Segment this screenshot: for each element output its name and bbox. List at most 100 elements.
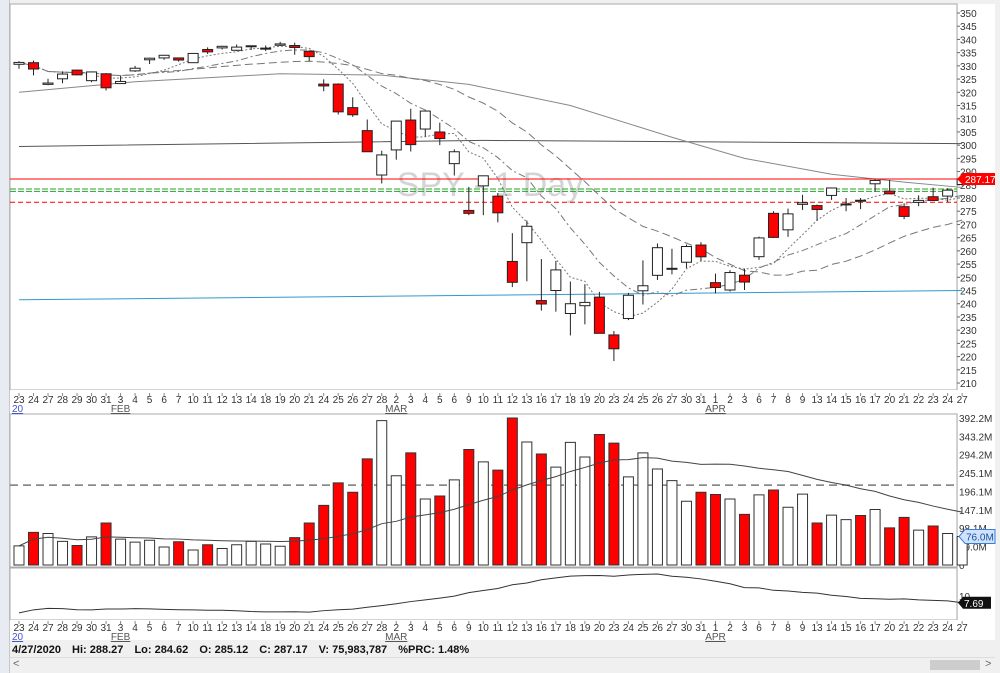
candle-body bbox=[521, 225, 533, 244]
date-axis-label: 23 bbox=[13, 395, 25, 406]
date-axis-label: 24 bbox=[28, 395, 40, 406]
candle-body bbox=[463, 209, 475, 214]
status-low: Lo: 284.62 bbox=[134, 644, 189, 656]
candle-body bbox=[651, 247, 663, 276]
volume-bar bbox=[71, 545, 83, 566]
date-axis-label: 10 bbox=[188, 395, 200, 406]
candle-body bbox=[564, 303, 576, 315]
candle-body bbox=[173, 57, 185, 61]
date-axis-label: 3 bbox=[742, 395, 748, 406]
date-axis-label: 3 bbox=[118, 395, 124, 406]
last-price-marker bbox=[957, 173, 995, 186]
volume-bar bbox=[158, 546, 170, 566]
volume-bar bbox=[942, 533, 954, 566]
candle-body bbox=[826, 187, 838, 196]
date-axis-label: 6 bbox=[452, 395, 458, 406]
candle-body bbox=[42, 82, 54, 85]
candle-body bbox=[477, 175, 489, 187]
date-axis-label: 7 bbox=[771, 395, 777, 406]
candle-body bbox=[695, 244, 707, 258]
date-axis-month-label: APR bbox=[705, 404, 726, 415]
date-axis-label: 13 bbox=[811, 395, 823, 406]
candle-body bbox=[303, 50, 315, 58]
candle-body bbox=[245, 45, 257, 48]
price-tick-label: 225 bbox=[960, 339, 977, 350]
indicator-date-axis-label: 21 bbox=[304, 623, 316, 634]
date-axis-label: 30 bbox=[681, 395, 693, 406]
indicator-date-axis-label: 12 bbox=[217, 623, 229, 634]
indicator-date-axis-label: 18 bbox=[565, 623, 577, 634]
volume-bar bbox=[245, 540, 257, 566]
price-tick-label: 275 bbox=[960, 207, 977, 218]
indicator-line bbox=[18, 573, 963, 614]
candle-body bbox=[216, 45, 228, 49]
indicator-last-label: 7.69 bbox=[964, 599, 984, 610]
date-axis-label: 15 bbox=[841, 395, 853, 406]
indicator-date-axis-label: 3 bbox=[118, 623, 124, 634]
scroll-left-arrow[interactable]: < bbox=[13, 658, 20, 670]
candle-body bbox=[869, 179, 881, 185]
symbol-watermark: SPY - 1 Day bbox=[397, 166, 583, 204]
volume-bar bbox=[869, 509, 881, 566]
indicator-date-axis-label: 24 bbox=[623, 623, 635, 634]
volume-bar bbox=[855, 515, 867, 566]
volume-bar bbox=[376, 420, 388, 566]
indicator-date-axis-area bbox=[10, 620, 995, 640]
date-axis-label: 6 bbox=[756, 395, 762, 406]
indicator-date-axis-label: 31 bbox=[695, 623, 707, 634]
volume-bar bbox=[13, 545, 25, 566]
indicator-date-axis-label: 23 bbox=[928, 623, 940, 634]
date-axis-label: 18 bbox=[260, 395, 272, 406]
candle-body bbox=[593, 296, 605, 334]
price-tick-label: 285 bbox=[960, 181, 977, 192]
scroll-right-arrow[interactable]: > bbox=[985, 658, 992, 670]
indicator-date-axis-label: 13 bbox=[521, 623, 533, 634]
volume-bar bbox=[448, 479, 460, 566]
volume-bar bbox=[651, 468, 663, 566]
stock-chart[interactable]: 2102152202252302352402452502552602652702… bbox=[0, 0, 1000, 657]
candle-body bbox=[347, 107, 359, 116]
ma10-line bbox=[18, 49, 963, 297]
date-axis-label: 24 bbox=[318, 395, 330, 406]
volume-bar bbox=[231, 544, 243, 566]
indicator-date-axis-label: 8 bbox=[785, 623, 791, 634]
ma5-line bbox=[18, 45, 963, 318]
date-axis-label: 26 bbox=[652, 395, 664, 406]
indicator-date-axis-label: 24 bbox=[318, 623, 330, 634]
scrollbar-thumb[interactable] bbox=[930, 660, 980, 670]
date-axis-label: 20 bbox=[594, 395, 606, 406]
candle-body bbox=[405, 119, 417, 146]
indicator-date-axis-label: 10 bbox=[478, 623, 490, 634]
volume-bar bbox=[405, 452, 417, 566]
indicator-date-axis-label: 6 bbox=[161, 623, 167, 634]
date-axis-label: 7 bbox=[176, 395, 182, 406]
volume-bar bbox=[768, 489, 780, 566]
date-axis-label: 25 bbox=[637, 395, 649, 406]
date-axis-label: 20 bbox=[884, 395, 896, 406]
price-tick-label: 210 bbox=[960, 379, 977, 390]
date-axis-label: 27 bbox=[666, 395, 678, 406]
date-axis-label: 20 bbox=[289, 395, 301, 406]
price-tick-label: 310 bbox=[960, 115, 977, 126]
volume-bar bbox=[260, 543, 272, 566]
candle-body bbox=[666, 267, 678, 270]
horizontal-scrollbar[interactable]: < > bbox=[10, 657, 995, 672]
candle-body bbox=[28, 62, 40, 70]
indicator-date-axis-label: 2 bbox=[727, 623, 733, 634]
volume-bar bbox=[608, 442, 620, 566]
candle-body bbox=[753, 237, 765, 258]
date-axis-label: 14 bbox=[826, 395, 838, 406]
volume-bar bbox=[129, 541, 141, 566]
volume-bar bbox=[86, 536, 98, 566]
volume-bar bbox=[115, 538, 127, 566]
candle-body bbox=[927, 196, 939, 201]
indicator-date-axis-label: 20 bbox=[594, 623, 606, 634]
ma200-line bbox=[18, 139, 963, 147]
volume-bar bbox=[332, 482, 344, 566]
date-axis-month-label: FEB bbox=[111, 404, 131, 415]
candle-body bbox=[739, 274, 750, 283]
date-axis-label: 27 bbox=[362, 395, 374, 406]
date-axis-label: 14 bbox=[246, 395, 258, 406]
indicator-date-axis-label: 28 bbox=[376, 623, 388, 634]
volume-bar bbox=[797, 493, 809, 566]
